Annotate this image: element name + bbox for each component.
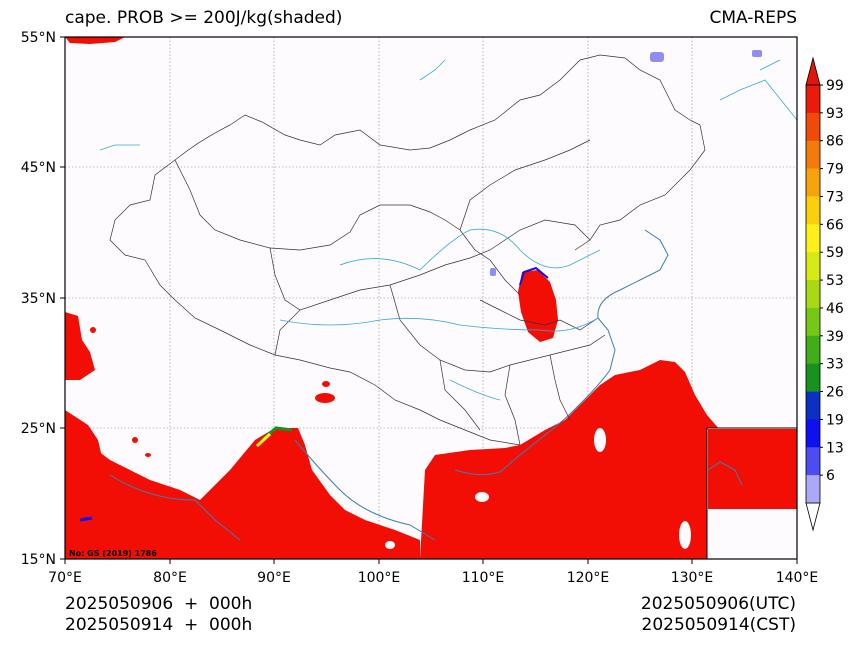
colorbar-label: 99 [826,78,844,94]
colorbar-cell [806,252,820,281]
lat-tick: 15°N [21,552,56,568]
colorbar-cell [806,168,820,197]
colorbar-label: 33 [826,357,844,373]
valid-time-right: 2025050906(UTC) 2025050914(CST) [641,594,796,636]
lon-tick: 90°E [257,570,291,586]
valid-time-cst: 2025050914(CST) [641,615,796,635]
map-credit: No: GS (2019) 1786 [69,549,157,558]
init-time-utc: 2025050906 + 000h [65,594,253,614]
lon-tick: 110°E [462,570,505,586]
colorbar-label: 26 [826,385,844,401]
lon-tick-marks [64,559,798,564]
forecast-time-left: 2025050906 + 000h 2025050914 + 000h [65,594,252,636]
colorbar-label: 86 [826,134,844,150]
colorbar-label: 93 [826,106,844,122]
colorbar-max-arrow [805,56,821,86]
lon-tick: 130°E [671,570,714,586]
colorbar-label: 59 [826,245,844,261]
inset-coast [707,461,743,486]
colorbar-label: 53 [826,273,844,289]
colorbar-cell [806,196,820,225]
colorbar-cell [806,85,820,114]
colorbar-label: 6 [826,468,835,484]
colorbar-cell [806,363,820,392]
valid-time-utc: 2025050906(UTC) [640,594,796,614]
colorbar-cell [806,307,820,337]
model-name: CMA-REPS [709,8,797,28]
lat-tick: 25°N [21,421,56,437]
lon-tick: 140°E [776,570,819,586]
lat-tick: 55°N [21,30,56,46]
cape-fringe-yellow [255,432,272,448]
colorbar-label: 19 [826,412,844,428]
lon-axis: 70°E 80°E 90°E 100°E 110°E 120°E 130°E 1… [48,570,818,586]
colorbar-label: 79 [826,162,844,178]
colorbar-cell [806,140,820,169]
cape-low-patches [490,50,762,276]
islands [385,428,691,549]
colorbar-cell [806,112,820,142]
lon-tick: 100°E [358,570,401,586]
lon-tick: 120°E [567,570,610,586]
colorbar-cell [806,391,820,420]
colorbar-label: 39 [826,329,844,345]
colorbar-cell [806,475,820,504]
borders [109,54,706,446]
colorbar-cell [806,419,820,448]
init-time-cst: 2025050914 + 000h [65,615,253,635]
lat-tick-marks [60,36,65,560]
lon-tick: 80°E [153,570,187,586]
colorbar-cell [806,335,820,364]
inset-shading [708,429,797,509]
chart-title: cape. PROB >= 200J/kg(shaded) [65,8,343,28]
colorbar-min-arrow [805,502,821,532]
lat-tick: 45°N [21,160,56,176]
cape-hotspot-edge [519,266,549,286]
colorbar-label: 73 [826,189,844,205]
colorbar-label: 13 [826,440,844,456]
colorbar-cell [806,280,820,309]
cape-fringe-blue [79,516,93,522]
colorbar-cell [806,224,820,253]
lat-axis: 55°N 45°N 35°N 25°N 15°N [21,30,56,568]
cape-probability-shading [65,37,797,559]
coastline [109,229,669,541]
colorbar-cell [806,447,820,476]
lat-tick: 35°N [21,291,56,307]
colorbar-label: 66 [826,217,844,233]
colorbar: 99 93 86 79 73 66 59 53 46 39 33 26 19 13 6 [805,56,844,532]
rivers [99,59,797,401]
colorbar-label: 46 [826,301,844,317]
lon-tick: 70°E [48,570,82,586]
colorbar-frame [805,84,821,504]
cape-small-patches [90,327,335,457]
